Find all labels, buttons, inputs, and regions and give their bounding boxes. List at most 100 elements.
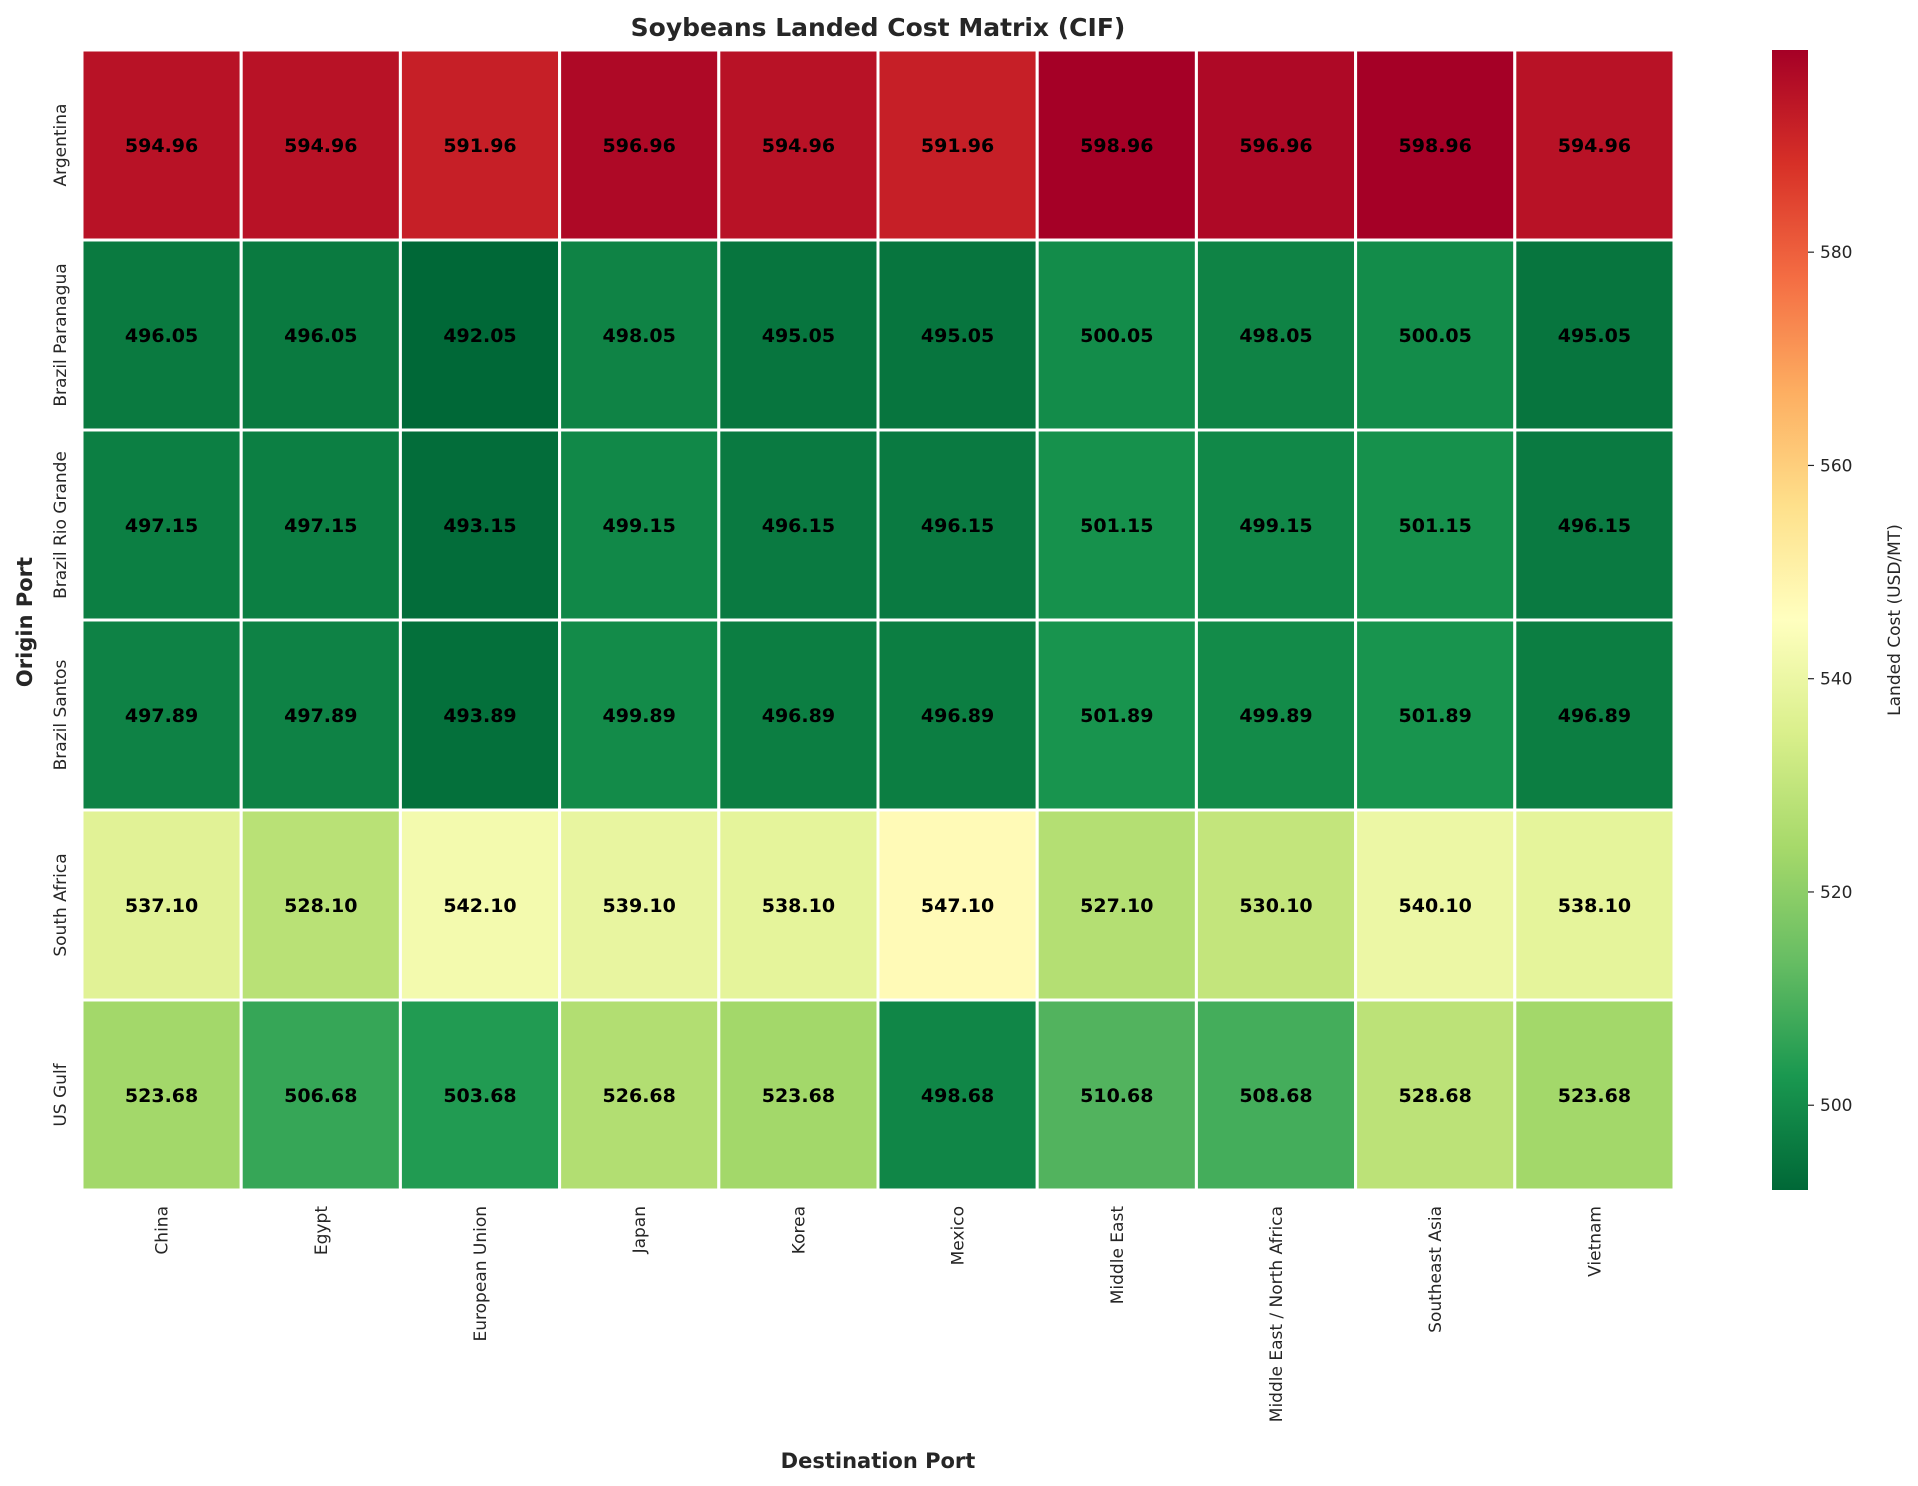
- colorbar-tick-label: 520: [1820, 883, 1852, 903]
- cell-value-label: 540.10: [1399, 895, 1472, 917]
- heatmap-cell: [398, 48, 562, 242]
- cell-value-label: 506.68: [284, 1085, 357, 1107]
- cell-value-label: 500.05: [1080, 325, 1153, 347]
- heatmap-cell: [80, 618, 243, 812]
- colorbar: 500 520 540 560 580 Landed Cost (USD/MT): [1772, 50, 1905, 1190]
- cell-value-label: 510.68: [1080, 1085, 1153, 1107]
- colorbar-tick-label: 560: [1820, 456, 1852, 476]
- heatmap-cell: [1513, 808, 1676, 1002]
- cell-value-label: 498.05: [1239, 325, 1312, 347]
- cell-value-label: 598.96: [1080, 135, 1153, 157]
- heatmap-cell: [80, 998, 243, 1192]
- cell-value-label: 591.96: [443, 135, 516, 157]
- x-tick-label: Japan: [630, 1206, 650, 1254]
- cell-value-label: 596.96: [603, 135, 676, 157]
- colorbar-tick-label: 540: [1820, 670, 1852, 690]
- heatmap-cell: [398, 998, 562, 1192]
- cell-value-label: 496.15: [762, 515, 835, 537]
- heatmap-cell: [1513, 618, 1676, 812]
- cell-value-label: 499.15: [1239, 515, 1312, 537]
- heatmap-cell: [1194, 48, 1358, 242]
- heatmap-cell: [1354, 808, 1517, 1002]
- heatmap-cell: [1513, 998, 1676, 1192]
- cell-value-label: 497.15: [284, 515, 357, 537]
- heatmap-cell: [1035, 238, 1198, 432]
- heatmap-cell: [876, 48, 1039, 242]
- x-tick-label: Egypt: [312, 1206, 332, 1255]
- cell-value-label: 596.96: [1239, 135, 1312, 157]
- cell-value-label: 499.89: [1239, 705, 1312, 727]
- heatmap-cell: [717, 428, 880, 622]
- heatmap-cell: [558, 238, 721, 432]
- heatmap-cell: [717, 808, 880, 1002]
- cell-value-label: 498.05: [603, 325, 676, 347]
- heatmap-cell: [717, 998, 880, 1192]
- heatmap-cell: [239, 238, 402, 432]
- x-tick-label: Middle East / North Africa: [1267, 1206, 1287, 1422]
- cell-value-label: 497.89: [284, 705, 357, 727]
- heatmap-cell: [1035, 808, 1198, 1002]
- heatmap-cell: [1035, 618, 1198, 812]
- heatmap-cell: [876, 238, 1039, 432]
- y-tick-label: Brazil Paranagua: [51, 263, 71, 406]
- heatmap-cell: [1354, 238, 1517, 432]
- cell-value-label: 495.05: [762, 325, 835, 347]
- x-tick-label: European Union: [471, 1206, 491, 1342]
- y-tick-label: US Gulf: [51, 1062, 71, 1126]
- heatmap-cell: [398, 428, 562, 622]
- cell-value-label: 497.89: [125, 705, 198, 727]
- cell-value-label: 523.68: [125, 1085, 198, 1107]
- heatmap-cell: [239, 428, 402, 622]
- cell-value-label: 492.05: [443, 325, 516, 347]
- heatmap-cell: [1194, 428, 1358, 622]
- cell-value-label: 496.05: [284, 325, 357, 347]
- heatmap-cell: [1513, 428, 1676, 622]
- y-tick-labels: Argentina Brazil Paranagua Brazil Rio Gran…: [51, 104, 71, 1127]
- cell-value-label: 499.89: [603, 705, 676, 727]
- cell-value-label: 497.15: [125, 515, 198, 537]
- cell-value-label: 501.15: [1399, 515, 1472, 537]
- x-tick-label: Korea: [789, 1206, 809, 1254]
- heatmap-cells: 594.96 594.96 591.96 596.96 594.96 591.96 598.…: [80, 48, 1676, 1192]
- heatmap-cell: [398, 808, 562, 1002]
- heatmap-cell: [876, 808, 1039, 1002]
- cell-value-label: 501.89: [1399, 705, 1472, 727]
- heatmap-cell: [1354, 618, 1517, 812]
- y-axis-label: Origin Port: [13, 557, 37, 687]
- cell-value-label: 496.89: [762, 705, 835, 727]
- colorbar-gradient: [1772, 50, 1808, 1190]
- y-tick-label: South Africa: [51, 853, 71, 956]
- cell-value-label: 496.15: [921, 515, 994, 537]
- cell-value-label: 598.96: [1399, 135, 1472, 157]
- cell-value-label: 493.15: [443, 515, 516, 537]
- heatmap-cell: [1194, 808, 1358, 1002]
- x-tick-label: Southeast Asia: [1426, 1206, 1446, 1333]
- heatmap-cell: [1513, 238, 1676, 432]
- colorbar-label: Landed Cost (USD/MT): [1885, 524, 1905, 716]
- cell-value-label: 493.89: [443, 705, 516, 727]
- cell-value-label: 528.10: [284, 895, 357, 917]
- cell-value-label: 594.96: [284, 135, 357, 157]
- colorbar-tick-label: 500: [1820, 1096, 1852, 1116]
- cell-value-label: 503.68: [443, 1085, 516, 1107]
- cell-value-label: 594.96: [125, 135, 198, 157]
- cell-value-label: 496.89: [1558, 705, 1631, 727]
- y-tick-label: Brazil Rio Grande: [51, 451, 71, 599]
- cell-value-label: 539.10: [603, 895, 676, 917]
- cell-value-label: 523.68: [762, 1085, 835, 1107]
- cell-value-label: 495.05: [921, 325, 994, 347]
- cell-value-label: 537.10: [125, 895, 198, 917]
- heatmap-cell: [239, 48, 402, 242]
- x-tick-label: Vietnam: [1585, 1206, 1605, 1277]
- x-tick-label: Middle East: [1108, 1206, 1128, 1305]
- y-tick-label: Brazil Santos: [51, 659, 71, 770]
- cell-value-label: 542.10: [443, 895, 516, 917]
- heatmap-cell: [239, 808, 402, 1002]
- cell-value-label: 538.10: [762, 895, 835, 917]
- heatmap-cell: [1354, 428, 1517, 622]
- cell-value-label: 538.10: [1558, 895, 1631, 917]
- heatmap-cell: [1354, 998, 1517, 1192]
- cell-value-label: 496.05: [125, 325, 198, 347]
- heatmap-cell: [876, 998, 1039, 1192]
